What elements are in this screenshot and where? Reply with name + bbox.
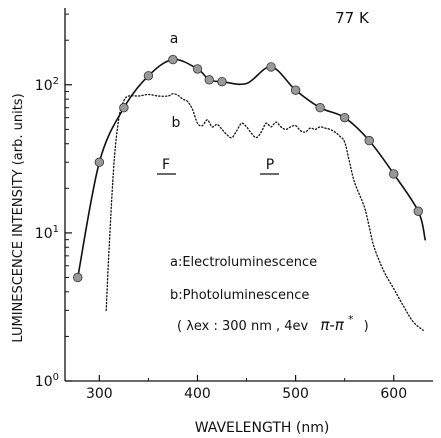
x-tick-label: 600 bbox=[380, 386, 407, 402]
series-a-point bbox=[389, 169, 399, 179]
series-a-point bbox=[364, 135, 374, 146]
axes bbox=[64, 8, 433, 382]
series-a-point bbox=[290, 85, 301, 95]
curve-b-label: b bbox=[172, 115, 181, 131]
series-a-line bbox=[76, 58, 426, 279]
series-b-line bbox=[105, 93, 424, 331]
series-a-point bbox=[168, 54, 178, 65]
legend-b: b:Photoluminescence bbox=[170, 288, 309, 303]
series-a-point bbox=[266, 62, 276, 72]
series-layer bbox=[76, 58, 426, 331]
excitation-transition: π-π bbox=[320, 316, 344, 334]
x-tick-label: 400 bbox=[184, 386, 211, 402]
y-axis-label: LUMINESCENCE INTENSITY (arb. units) bbox=[11, 93, 26, 342]
excitation-prefix: ( λex : 300 nm , 4ev bbox=[177, 319, 309, 334]
y-tick-label: 102 bbox=[35, 76, 59, 94]
series-a-point bbox=[315, 103, 325, 113]
marker-layer bbox=[73, 54, 423, 283]
band-f-marker: F bbox=[157, 157, 176, 175]
band-f-label: F bbox=[162, 157, 170, 173]
band-p-marker: P bbox=[260, 157, 279, 175]
band-p-label: P bbox=[266, 157, 274, 173]
y-ticks: 100 101 102 bbox=[35, 13, 72, 390]
curve-a-label: a bbox=[170, 31, 179, 47]
series-a-point bbox=[192, 64, 203, 74]
series-a-point bbox=[119, 103, 129, 113]
series-a-point bbox=[143, 71, 154, 81]
excitation-suffix: ) bbox=[364, 319, 369, 334]
series-a-point bbox=[217, 76, 227, 87]
series-a-point bbox=[204, 75, 214, 85]
x-ticks: 300 400 500 600 bbox=[86, 375, 407, 402]
series-a-point bbox=[73, 272, 83, 283]
excitation-star: * bbox=[348, 313, 354, 326]
series-a-point bbox=[339, 112, 350, 123]
x-tick-label: 300 bbox=[86, 386, 113, 402]
x-tick-label: 500 bbox=[282, 386, 309, 402]
series-a-point bbox=[94, 157, 105, 167]
chart-title: 77 K bbox=[335, 9, 370, 27]
y-tick-label: 101 bbox=[35, 224, 59, 242]
x-axis-label: WAVELENGTH (nm) bbox=[195, 420, 330, 436]
y-tick-label: 100 bbox=[35, 372, 59, 390]
legend-a: a:Electroluminescence bbox=[170, 255, 317, 270]
series-a-point bbox=[413, 206, 423, 216]
legend-excitation: ( λex : 300 nm , 4ev π-π * ) bbox=[177, 312, 369, 334]
